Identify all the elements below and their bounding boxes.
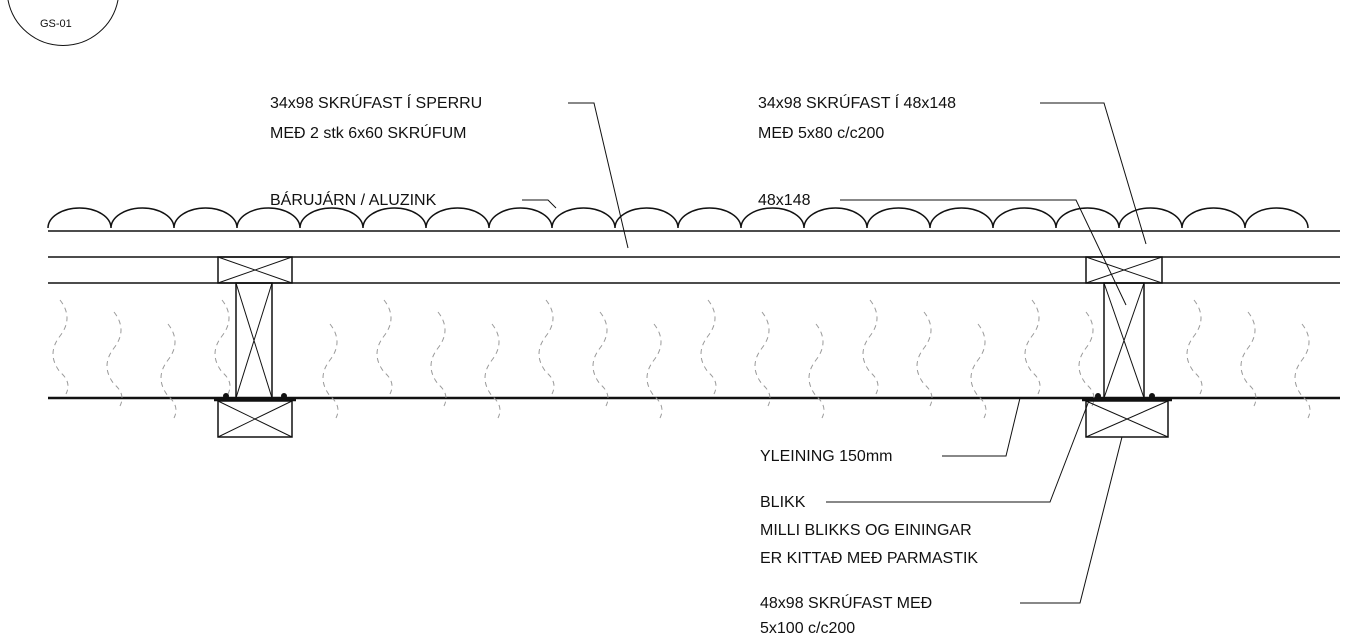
label-lower-batten-line2: 5x100 c/c200 bbox=[760, 620, 855, 637]
insulation-stroke bbox=[52, 299, 69, 395]
right-joist-cross bbox=[1103, 282, 1145, 399]
insulation-stroke bbox=[754, 311, 771, 407]
label-batten-rafter-line2: MEÐ 2 stk 6x60 SKRÚFUM bbox=[270, 123, 466, 142]
labels: 34x98 SKRÚFAST Í SPERRU MEÐ 2 stk 6x60 S… bbox=[270, 93, 978, 637]
detail-tag-label: GS-01 bbox=[40, 18, 72, 30]
insulation-stroke bbox=[1294, 323, 1311, 419]
label-flashing-line3: ER KITTAÐ MEÐ PARMASTIK bbox=[760, 550, 978, 567]
left-support bbox=[214, 256, 296, 438]
label-panel: YLEINING 150mm bbox=[760, 448, 892, 465]
insulation-stroke bbox=[808, 323, 825, 419]
detail-tag-circle bbox=[7, 0, 119, 46]
leader-corrugated bbox=[522, 199, 557, 209]
leader-lower-batten bbox=[1020, 436, 1123, 604]
insulation-stroke bbox=[646, 323, 663, 419]
label-batten-joist-line2: MEÐ 5x80 c/c200 bbox=[758, 125, 884, 142]
left-rafter-cross bbox=[235, 282, 273, 399]
right-joist bbox=[1103, 282, 1145, 399]
insulation-stroke bbox=[430, 311, 447, 407]
insulation-stroke bbox=[1240, 311, 1257, 407]
left-sealant-dot bbox=[281, 393, 287, 399]
leader-panel bbox=[942, 397, 1021, 457]
label-batten-rafter-line1: 34x98 SKRÚFAST Í SPERRU bbox=[270, 93, 482, 112]
detail-tag: GS-01 bbox=[7, 0, 119, 46]
right-sealant-dot bbox=[1095, 393, 1101, 399]
insulation-stroke bbox=[538, 299, 555, 395]
insulation-stroke bbox=[322, 323, 339, 419]
insulation-stroke bbox=[106, 311, 123, 407]
corrugated-sheet bbox=[47, 207, 1309, 229]
label-corrugated: BÁRUJÁRN / ALUZINK bbox=[270, 190, 437, 209]
right-support bbox=[1082, 256, 1172, 438]
left-rafter bbox=[235, 282, 273, 399]
right-upper-batten-cross bbox=[1085, 256, 1163, 284]
left-upper-batten-cross bbox=[217, 256, 293, 284]
label-flashing-line1: BLIKK bbox=[760, 494, 806, 511]
label-joist: 48x148 bbox=[758, 192, 811, 209]
leader-flashing bbox=[826, 397, 1091, 503]
insulation-stroke bbox=[916, 311, 933, 407]
insulation-stroke bbox=[376, 299, 393, 395]
leader-batten-rafter bbox=[568, 102, 629, 249]
insulation-stroke bbox=[214, 299, 231, 395]
leader-batten-joist bbox=[1040, 102, 1147, 245]
leader-lines bbox=[522, 102, 1147, 604]
insulation-stroke bbox=[1078, 311, 1095, 407]
label-flashing-line2: MILLI BLIKKS OG EININGAR bbox=[760, 522, 972, 539]
insulation-stroke bbox=[862, 299, 879, 395]
left-lower-batten-cross bbox=[217, 400, 293, 438]
insulation-stroke bbox=[592, 311, 609, 407]
label-batten-joist-line1: 34x98 SKRÚFAST Í 48x148 bbox=[758, 93, 956, 112]
right-lower-batten-cross bbox=[1085, 400, 1169, 438]
insulation-stroke bbox=[160, 323, 177, 419]
insulation-stroke bbox=[484, 323, 501, 419]
right-sealant-dot bbox=[1149, 393, 1155, 399]
panel-insulation bbox=[52, 299, 1311, 419]
layer-lines bbox=[48, 230, 1340, 400]
leader-joist bbox=[840, 199, 1127, 306]
insulation-stroke bbox=[700, 299, 717, 395]
label-lower-batten-line1: 48x98 SKRÚFAST MEÐ bbox=[760, 593, 932, 612]
insulation-stroke bbox=[970, 323, 987, 419]
left-sealant-dot bbox=[223, 393, 229, 399]
insulation-stroke bbox=[1186, 299, 1203, 395]
insulation-stroke bbox=[1024, 299, 1041, 395]
